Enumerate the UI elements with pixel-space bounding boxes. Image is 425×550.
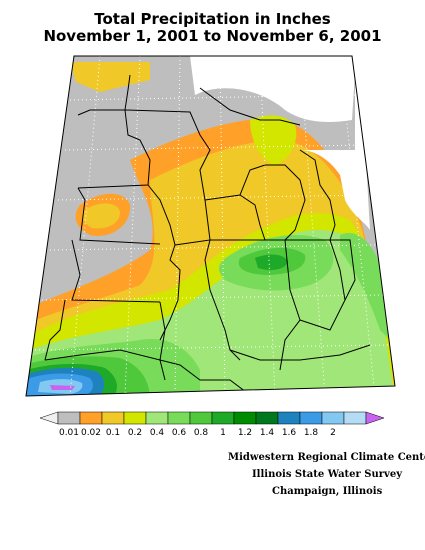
legend-label: 0.8 (194, 428, 209, 438)
lake-huron (300, 56, 370, 230)
precip-north-yellow (70, 62, 150, 92)
lake-superior (190, 56, 356, 122)
legend-labels: 0.01 0.02 0.1 0.2 0.4 0.6 0.8 1 1.2 1.4 1.6 1.8 2 (59, 428, 336, 438)
legend-label: 1.8 (304, 428, 319, 438)
credit-location: Champaign, Illinois (272, 486, 383, 497)
legend-label: 2 (330, 428, 336, 438)
precip-dark-green (255, 254, 288, 270)
graticule (34, 56, 391, 396)
legend-label: 0.02 (81, 428, 101, 438)
legend-label: 0.01 (59, 428, 79, 438)
legend-swatch (57, 411, 81, 425)
legend-swatch (79, 411, 103, 425)
legend-label: 1.6 (282, 428, 297, 438)
state-borders (44, 74, 371, 396)
legend-swatch (123, 411, 147, 425)
legend-label: 0.2 (128, 428, 142, 438)
legend-swatch (277, 411, 301, 425)
legend-swatch (321, 411, 345, 425)
precip-max-area (50, 385, 75, 390)
legend-max-arrow (365, 411, 385, 425)
precip-fill (26, 56, 395, 396)
legend-swatch (233, 411, 257, 425)
legend-swatch (101, 411, 125, 425)
map-date-range: November 1, 2001 to November 6, 2001 (43, 27, 382, 45)
legend-label: 0.1 (106, 428, 120, 438)
credit-survey: Illinois State Water Survey (252, 469, 403, 480)
legend-label: 0.6 (172, 428, 187, 438)
legend-swatch (167, 411, 191, 425)
legend-label: 1.4 (260, 428, 275, 438)
legend-swatch (211, 411, 235, 425)
legend-swatches (39, 411, 385, 425)
map-frame (25, 55, 396, 397)
legend-swatch (255, 411, 279, 425)
map-title: Total Precipitation in Inches (94, 10, 331, 28)
legend-label: 0.4 (150, 428, 165, 438)
legend-label: 1.2 (238, 428, 252, 438)
legend-swatch (145, 411, 169, 425)
legend-min-arrow (39, 411, 59, 425)
legend-label: 1 (220, 428, 226, 438)
legend-swatch (343, 411, 367, 425)
credit-center: Midwestern Regional Climate Center (228, 452, 425, 463)
legend-swatch (299, 411, 323, 425)
legend-swatch (189, 411, 213, 425)
